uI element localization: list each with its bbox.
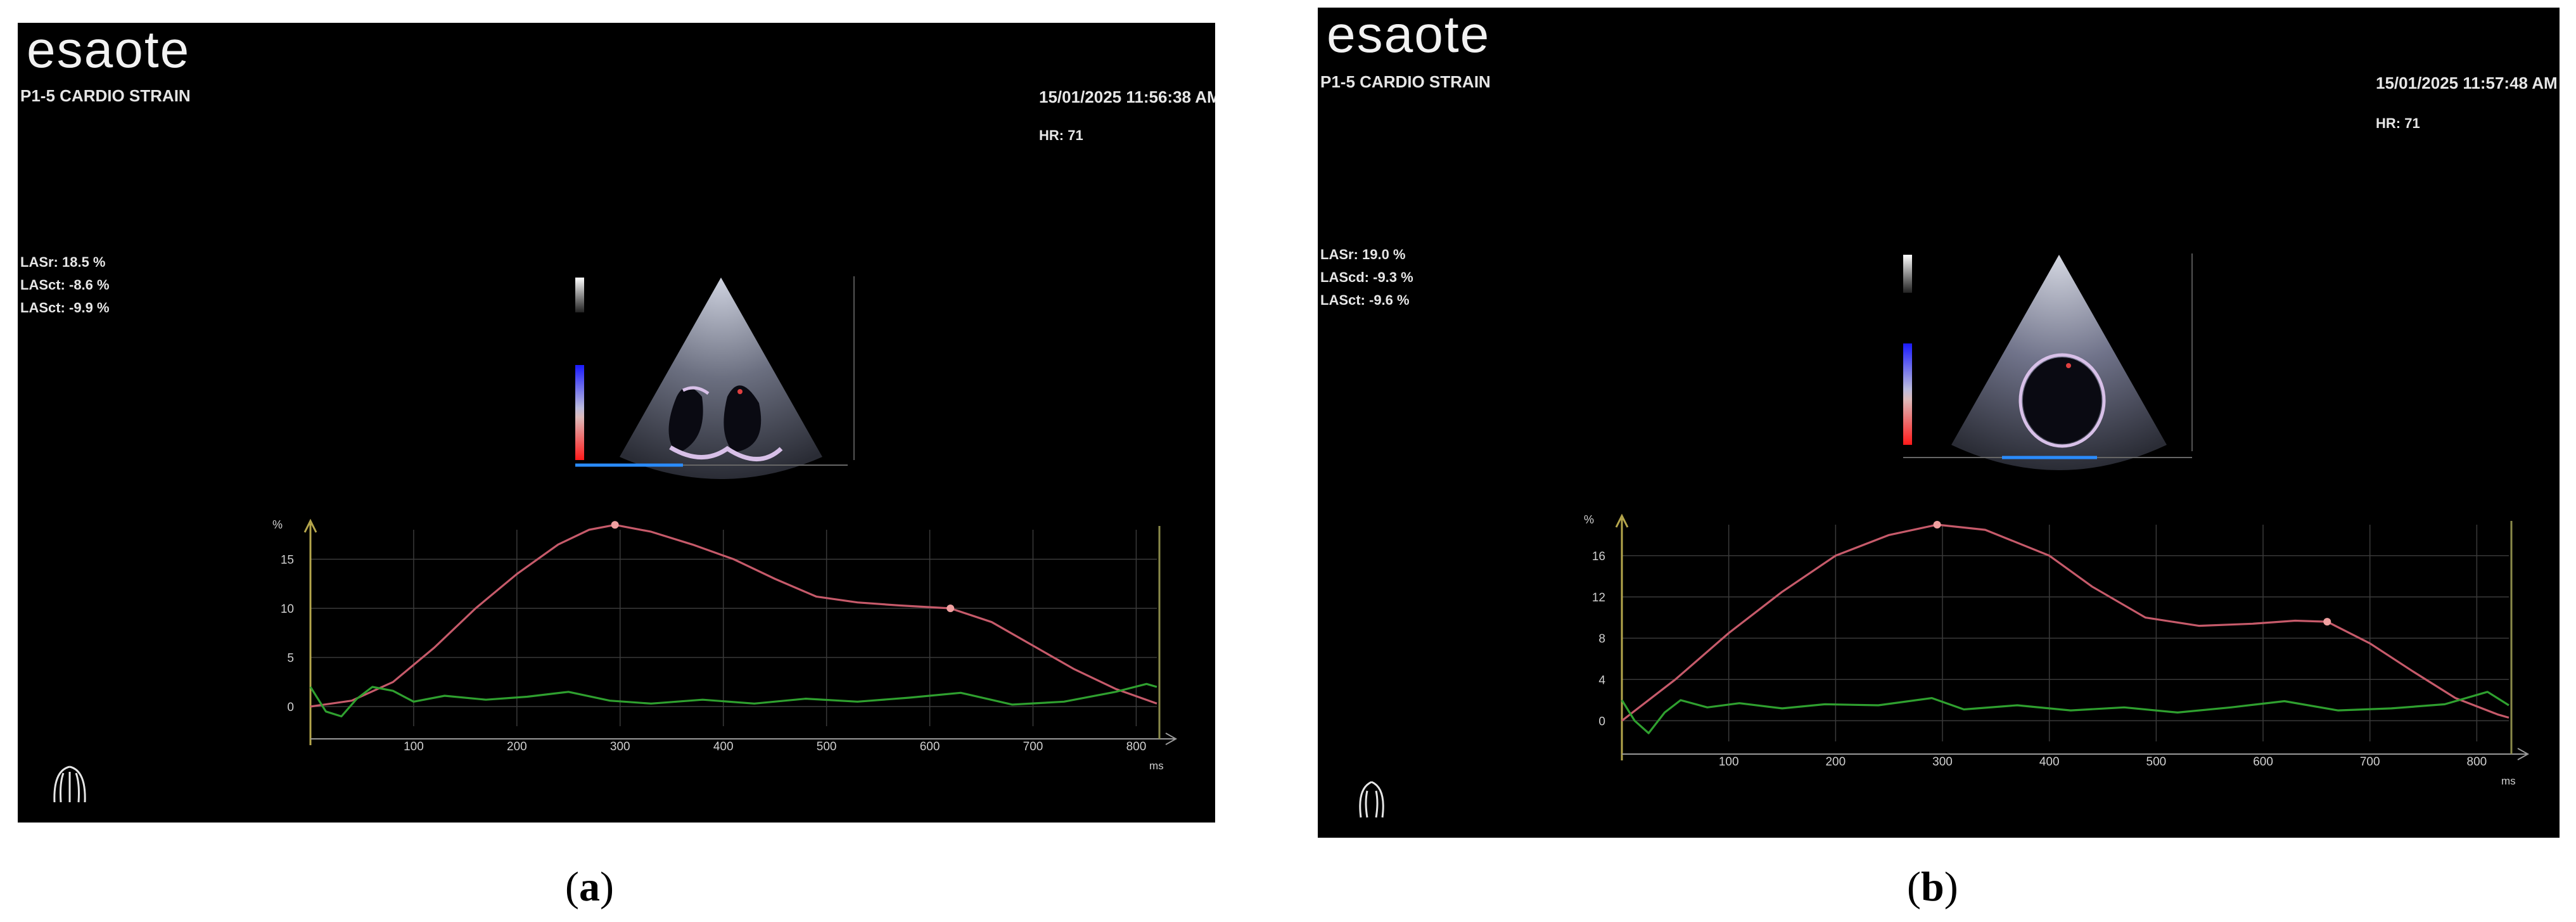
heart-rate-label: HR: 71 <box>2376 115 2420 131</box>
echocardiogram-image <box>575 276 855 479</box>
esaote-logo: esaote <box>1327 8 1491 63</box>
strain-chart-a: 0 5 10 15 100 200 300 400 500 600 700 800% ms <box>272 518 1178 772</box>
y-axis-label: % <box>272 518 283 531</box>
x-tick-label: 400 <box>2039 755 2060 769</box>
x-tick-label: 300 <box>610 740 630 753</box>
x-tick-label: 400 <box>713 740 734 753</box>
x-tick-label: 800 <box>1126 740 1147 753</box>
esaote-logo: esaote <box>27 23 191 79</box>
grayscale-bar <box>1903 255 1912 293</box>
y-tick-label: 0 <box>1598 715 1605 728</box>
x-tick-label: 100 <box>1719 755 1739 769</box>
mode-label: P1-5 CARDIO STRAIN <box>1320 72 1491 91</box>
y-tick-label: 10 <box>281 603 294 616</box>
x-axis-label: ms <box>2501 775 2516 787</box>
y-tick-label: 16 <box>1592 550 1605 563</box>
peak-marker <box>2323 618 2331 626</box>
strain-measurements: LASr: 18.5 % LASct: -8.6 % LASct: -9.9 % <box>20 251 110 319</box>
x-tick-label: 500 <box>2146 755 2167 769</box>
lascd-value: LASct: -8.6 % <box>20 277 110 293</box>
x-tick-label: 600 <box>2253 755 2273 769</box>
x-tick-label: 200 <box>1825 755 1846 769</box>
y-tick-label: 5 <box>287 652 294 665</box>
y-tick-label: 0 <box>287 701 294 714</box>
x-tick-label: 600 <box>920 740 940 753</box>
peak-marker <box>1933 521 1941 528</box>
x-tick-label: 500 <box>817 740 837 753</box>
caption-a: (a) <box>565 864 614 910</box>
datetime-label: 15/01/2025 11:56:38 AM <box>1039 87 1215 106</box>
peak-marker <box>611 521 619 529</box>
y-axis-label: % <box>1584 513 1594 526</box>
ultrasound-screen-a: esaote P1-5 CARDIO STRAIN 15/01/2025 11:… <box>18 23 1215 823</box>
y-tick-label: 8 <box>1598 632 1605 646</box>
x-tick-label: 700 <box>1023 740 1043 753</box>
ultrasound-screen-b: esaote P1-5 CARDIO STRAIN 15/01/2025 11:… <box>1318 8 2560 838</box>
x-tick-label: 100 <box>404 740 424 753</box>
heart-rate-label: HR: 71 <box>1039 127 1083 143</box>
ecg-trace <box>309 682 1157 718</box>
x-tick-label: 700 <box>2360 755 2380 769</box>
color-scale-bar <box>575 365 584 460</box>
x-axis-label: ms <box>1149 760 1164 772</box>
strain-measurements: LASr: 19.0 % LAScd: -9.3 % LASct: -9.6 % <box>1320 243 1413 312</box>
lasr-value: LASr: 19.0 % <box>1320 247 1406 262</box>
grayscale-bar <box>575 278 584 312</box>
lascd-value: LAScd: -9.3 % <box>1320 269 1413 285</box>
heart-probe-icon <box>53 765 86 803</box>
lasct-value: LASct: -9.9 % <box>20 300 110 316</box>
lasr-value: LASr: 18.5 % <box>20 254 106 270</box>
x-tick-label: 200 <box>507 740 527 753</box>
strain-curve <box>310 523 1157 708</box>
color-scale-bar <box>1903 343 1912 445</box>
y-tick-label: 4 <box>1598 674 1605 687</box>
echocardiogram-image <box>1903 253 2193 470</box>
heart-probe-icon <box>1359 781 1384 818</box>
mode-label: P1-5 CARDIO STRAIN <box>20 86 191 105</box>
datetime-label: 15/01/2025 11:57:48 AM <box>2376 74 2558 93</box>
y-axis-arrow <box>303 518 317 533</box>
caption-b: (b) <box>1907 864 1958 910</box>
y-tick-label: 15 <box>281 554 294 567</box>
lasct-value: LASct: -9.6 % <box>1320 292 1410 308</box>
y-tick-label: 12 <box>1592 591 1605 605</box>
y-axis-arrow <box>1615 513 1629 528</box>
strain-curve <box>1621 523 2509 722</box>
x-axis-arrow <box>2517 748 2530 760</box>
x-tick-label: 300 <box>1932 755 1953 769</box>
strain-chart-b: 0 4 8 12 16 100 200 300 400 500 600 700 800% ms <box>1584 513 2530 787</box>
x-axis-arrow <box>1165 733 1178 745</box>
ecg-trace <box>1621 691 2509 734</box>
x-tick-label: 800 <box>2467 755 2487 769</box>
peak-marker <box>947 605 955 612</box>
